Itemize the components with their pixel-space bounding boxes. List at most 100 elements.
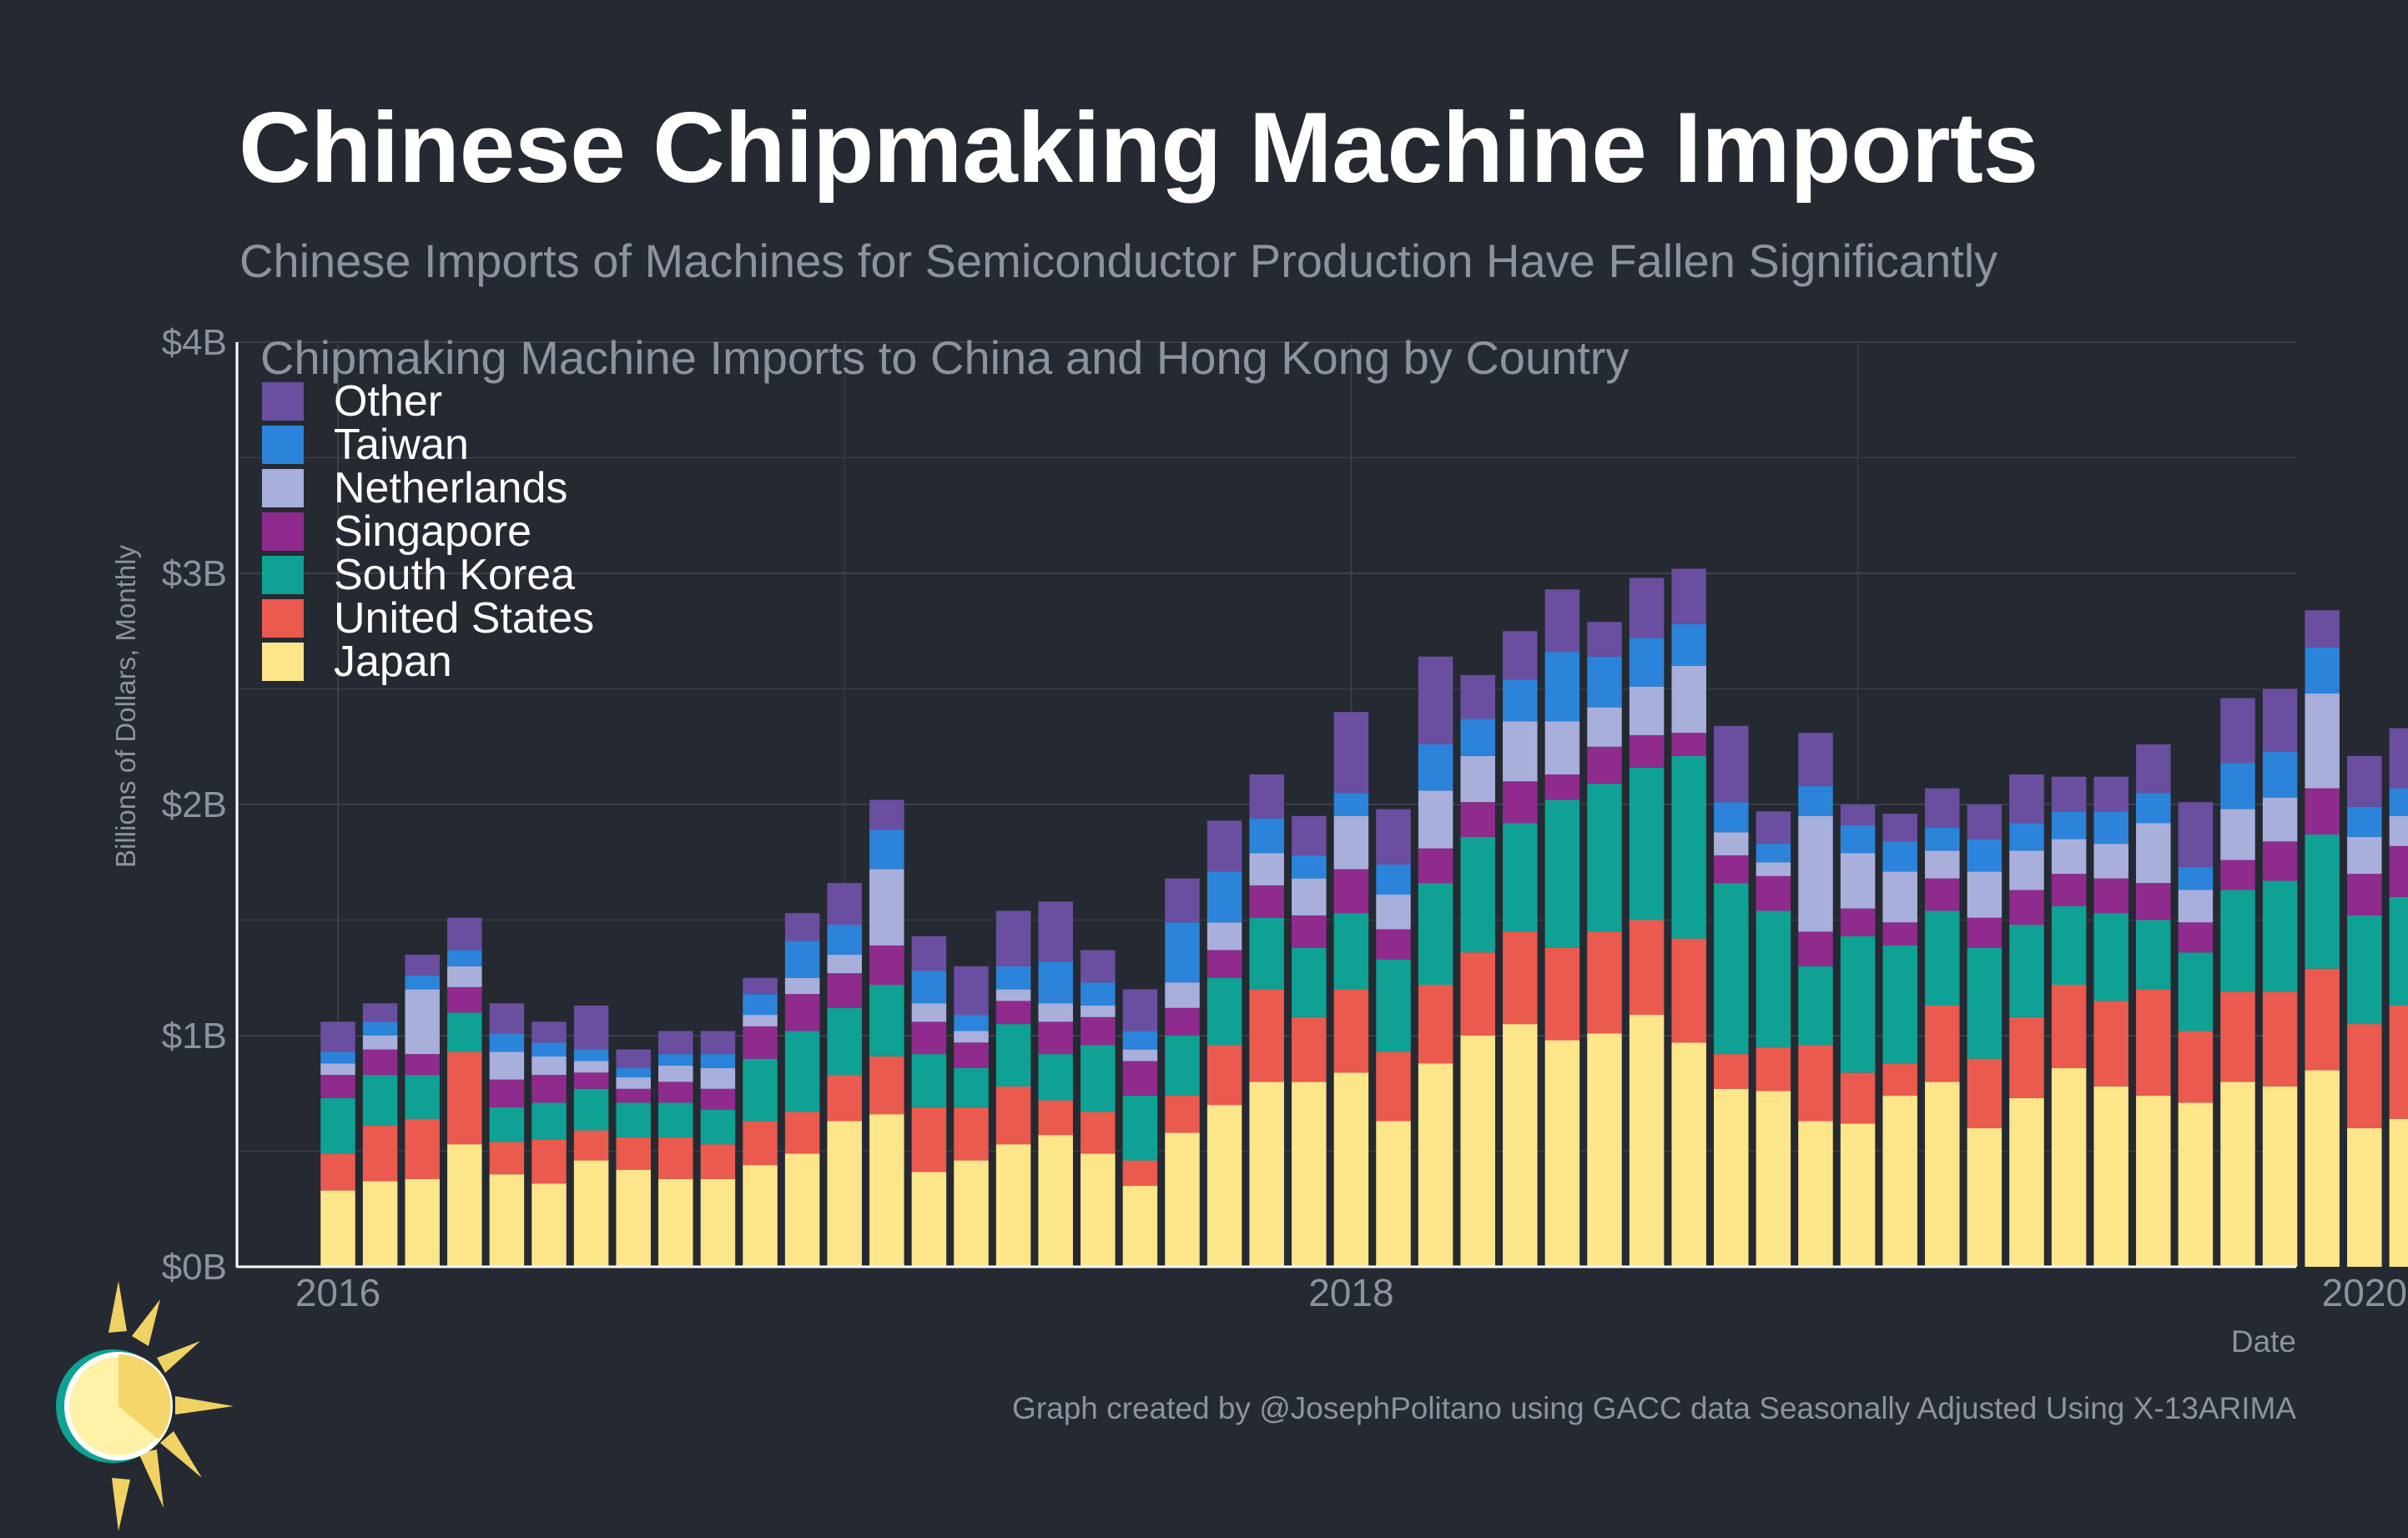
bar-segment-other (743, 977, 778, 995)
bar-segment-singapore (1503, 781, 1538, 824)
bar-segment-south-korea (2262, 880, 2298, 992)
bar-segment-taiwan (1460, 719, 1495, 756)
bar-segment-other (1418, 656, 1453, 744)
bar-segment-singapore (2262, 841, 2298, 881)
bar-segment-japan (2262, 1086, 2298, 1267)
bar-segment-japan (1081, 1153, 1116, 1267)
bar-segment-other (784, 913, 820, 941)
bar-segment-south-korea (911, 1054, 947, 1107)
bar-segment-south-korea (1756, 910, 1791, 1047)
bar-segment-taiwan (1671, 623, 1706, 666)
bar-segment-south-korea (1122, 1096, 1158, 1161)
bar-segment-singapore (2178, 922, 2214, 953)
bar-segment-taiwan (2178, 866, 2214, 890)
bar-segment-taiwan (405, 975, 440, 990)
x-tick-label: 2020 (2322, 1271, 2407, 1314)
bar-segment-united-states (2262, 991, 2298, 1087)
legend-label: Taiwan (334, 421, 469, 469)
bar-segment-united-states (743, 1121, 778, 1166)
bar-segment-singapore (2093, 878, 2128, 914)
bar-segment-netherlands (2389, 815, 2408, 846)
bar-segment-netherlands (2347, 836, 2382, 875)
bar-segment-united-states (616, 1137, 651, 1170)
bar-segment-japan (2051, 1067, 2087, 1267)
bar-segment-singapore (1333, 869, 1369, 914)
bar-segment-united-states (1882, 1063, 1917, 1097)
bar-segment-united-states (2093, 1001, 2128, 1087)
bar-segment-japan (1122, 1186, 1158, 1267)
legend-label: Netherlands (334, 464, 567, 512)
bar-segment-united-states (2389, 1005, 2408, 1119)
bar-segment-netherlands (658, 1066, 693, 1082)
bar-segment-netherlands (700, 1067, 736, 1089)
legend-swatch (262, 469, 304, 507)
bar-segment-south-korea (954, 1067, 989, 1107)
bar-segment-south-korea (489, 1107, 525, 1142)
bar-segment-south-korea (1840, 935, 1876, 1073)
bars (320, 568, 2408, 1267)
legend-label: United States (334, 594, 594, 643)
bar-segment-taiwan (1376, 865, 1411, 895)
bar-segment-other (1544, 589, 1580, 653)
bar-segment-united-states (1503, 931, 1538, 1025)
bar-segment-other (1376, 809, 1411, 865)
bar-segment-united-states (1460, 952, 1495, 1036)
bar-segment-taiwan (2009, 823, 2044, 851)
bar-segment-japan (362, 1181, 398, 1267)
bar-segment-netherlands (827, 955, 862, 974)
y-tick-label: $1B (162, 1016, 227, 1056)
bar-segment-united-states (1967, 1058, 2002, 1128)
bar-segment-singapore (1840, 908, 1876, 936)
bar-segment-taiwan (1038, 961, 1073, 1004)
bar-segment-netherlands (2136, 823, 2171, 884)
bar-segment-japan (743, 1165, 778, 1267)
bar-segment-netherlands (1249, 853, 1284, 885)
bar-segment-other (869, 799, 904, 830)
bar-segment-singapore (1544, 774, 1580, 800)
bar-segment-netherlands (531, 1056, 567, 1076)
bar-segment-singapore (954, 1042, 989, 1068)
bar-segment-netherlands (1292, 878, 1327, 915)
bar-segment-singapore (700, 1088, 736, 1110)
bar-segment-singapore (1249, 885, 1284, 918)
bar-segment-singapore (489, 1079, 525, 1107)
bar-segment-netherlands (2220, 809, 2255, 860)
legend-label: South Korea (334, 551, 575, 599)
legend-swatch (262, 512, 304, 551)
bar-segment-taiwan (2093, 811, 2128, 845)
bar-segment-singapore (2347, 874, 2382, 915)
bar-segment-south-korea (1460, 836, 1495, 953)
bar-segment-united-states (405, 1118, 440, 1179)
bar-segment-south-korea (1503, 823, 1538, 932)
bar-segment-united-states (1376, 1051, 1411, 1122)
bar-segment-singapore (1967, 917, 2002, 948)
bar-segment-taiwan (320, 1051, 355, 1064)
bar-segment-south-korea (1249, 917, 1284, 990)
bar-segment-taiwan (1587, 656, 1622, 708)
bar-segment-netherlands (1756, 862, 1791, 876)
bar-segment-singapore (1714, 855, 1749, 884)
bar-segment-united-states (1333, 989, 1369, 1073)
bar-segment-taiwan (700, 1054, 736, 1068)
bar-segment-united-states (1798, 1045, 1833, 1122)
bar-segment-singapore (658, 1082, 693, 1103)
bar-segment-netherlands (1671, 665, 1706, 734)
bar-segment-south-korea (784, 1031, 820, 1112)
y-tick-label: $4B (162, 322, 227, 363)
bar-segment-south-korea (1671, 755, 1706, 939)
bar-segment-other (2305, 610, 2340, 648)
bar-segment-singapore (1207, 950, 1242, 978)
bar-segment-other (2136, 744, 2171, 794)
bar-segment-taiwan (1544, 652, 1580, 722)
bar-segment-japan (1798, 1121, 1833, 1267)
page-subtitle: Chinese Imports of Machines for Semicond… (239, 234, 1998, 287)
bar-segment-netherlands (1503, 721, 1538, 782)
x-tick-label: 2018 (1308, 1271, 1393, 1314)
bar-segment-japan (616, 1169, 651, 1267)
bar-segment-singapore (1376, 929, 1411, 960)
bar-segment-other (616, 1049, 651, 1068)
bar-segment-taiwan (489, 1033, 525, 1052)
bar-segment-japan (1460, 1036, 1495, 1267)
bar-segment-south-korea (2178, 952, 2214, 1031)
